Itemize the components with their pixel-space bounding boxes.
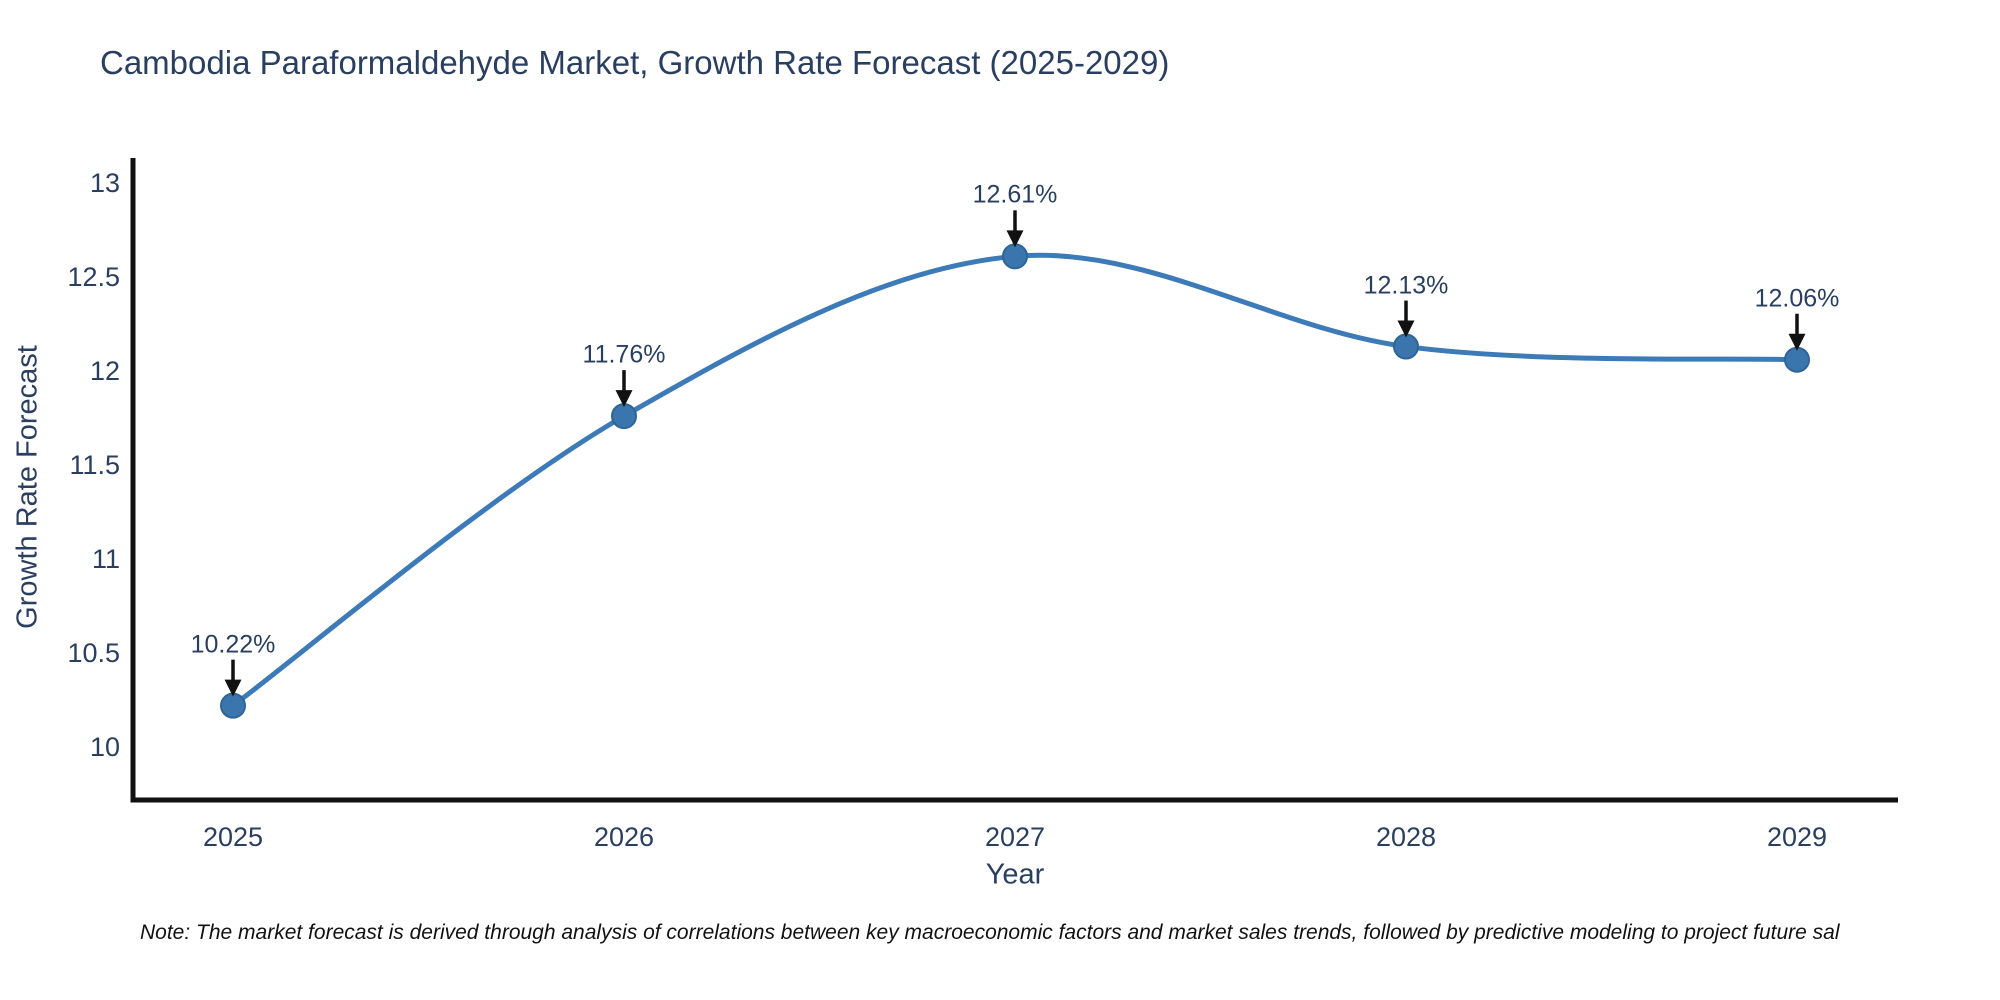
x-axis-title: Year [985, 858, 1045, 891]
forecast-line [230, 252, 1800, 709]
x-tick-label: 2028 [1375, 822, 1437, 852]
x-tick-label: 2027 [984, 822, 1046, 852]
annotation-arrowhead-icon [1397, 320, 1415, 338]
point-annotation-label: 12.13% [1363, 271, 1449, 300]
y-tick-label: 11 [91, 544, 120, 574]
x-tick-label: 2025 [202, 822, 264, 852]
point-annotation-label: 11.76% [582, 340, 666, 369]
data-point-marker [1002, 243, 1028, 270]
point-annotation-label: 12.06% [1754, 284, 1840, 313]
y-tick-label: 11.5 [69, 450, 120, 480]
y-tick-label: 13 [89, 168, 120, 198]
data-point-marker [220, 692, 246, 719]
chart-title: Cambodia Paraformaldehyde Market, Growth… [100, 44, 1170, 81]
point-annotation-label: 10.22% [190, 630, 276, 659]
x-tick-label: 2029 [1766, 822, 1828, 852]
y-axis-title: Growth Rate Forecast [11, 345, 44, 629]
y-tick-label: 12 [89, 356, 120, 386]
y-tick-label: 10.5 [67, 638, 120, 668]
annotation-arrowhead-icon [1788, 333, 1806, 351]
point-annotation-label: 12.61% [972, 180, 1058, 209]
footnote-text: Note: The market forecast is derived thr… [140, 921, 1840, 944]
annotation-arrowhead-icon [224, 679, 242, 697]
y-tick-label: 10 [89, 732, 120, 762]
annotation-arrowhead-icon [615, 390, 633, 408]
x-tick-label: 2026 [593, 822, 655, 852]
data-point-marker [1784, 346, 1810, 373]
data-point-marker [611, 403, 637, 430]
data-point-marker [1393, 333, 1419, 360]
y-tick-label: 12.5 [67, 262, 120, 292]
annotation-arrowhead-icon [1006, 230, 1024, 248]
